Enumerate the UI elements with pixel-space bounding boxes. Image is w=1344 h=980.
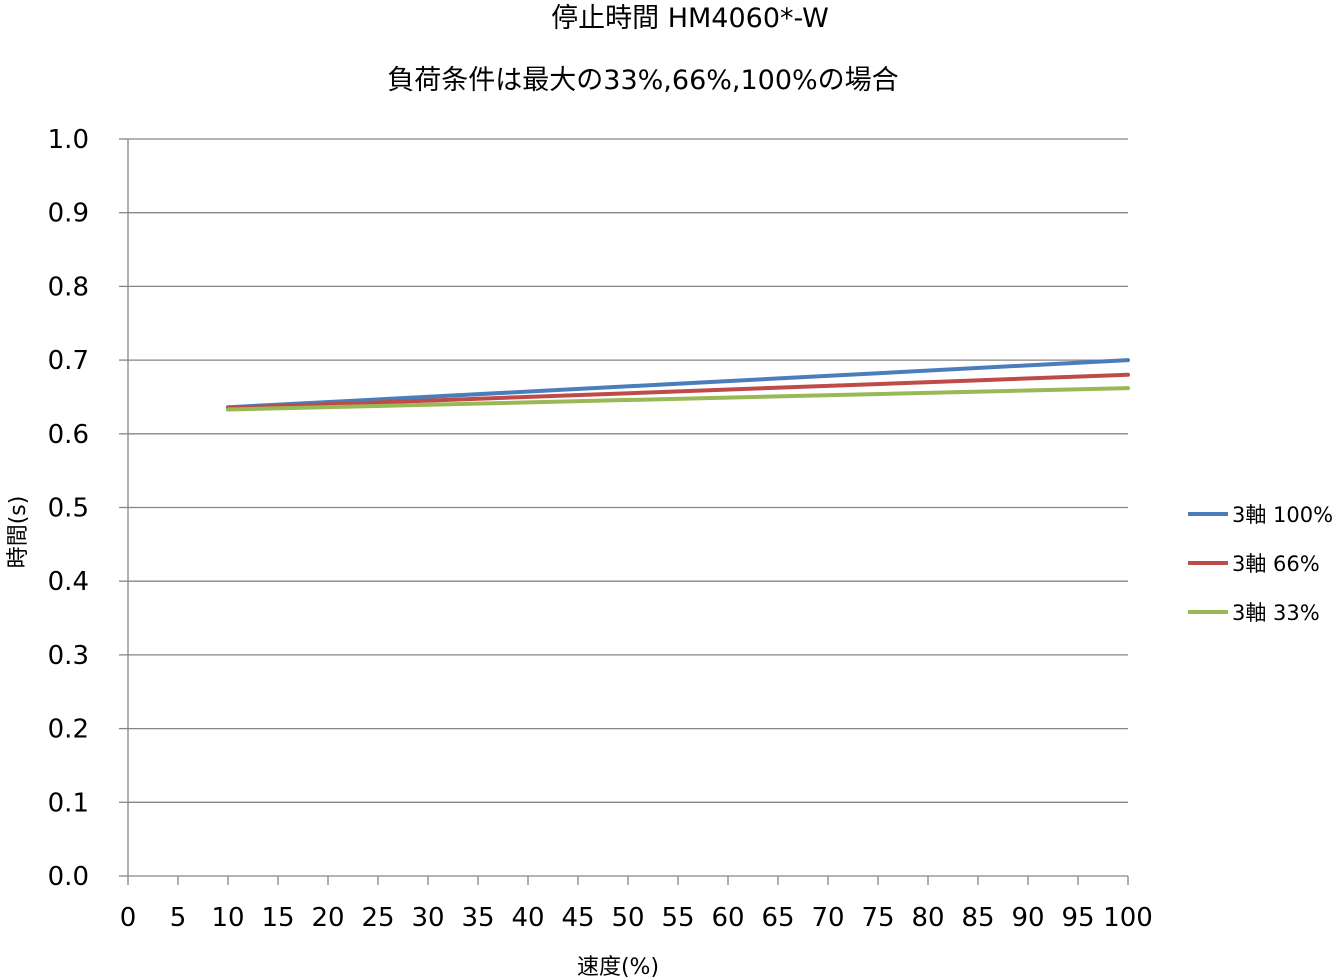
- legend-label-1: 3軸 66%: [1232, 552, 1320, 576]
- y-tick-label-0: 0.0: [48, 862, 89, 892]
- x-tick-label-16: 80: [911, 903, 944, 933]
- x-tick-label-3: 15: [261, 903, 294, 933]
- x-tick-label-20: 100: [1103, 903, 1153, 933]
- x-tick-label-0: 0: [120, 903, 137, 933]
- x-tick-label-6: 30: [411, 903, 444, 933]
- legend: 3軸 100% 3軸 66% 3軸 33%: [1188, 503, 1333, 625]
- x-tick-labels: 0 5 10 15 20 25 30 35 40 45 50 55 60 65 70 75 80 85 90 95 10…: [120, 903, 1153, 933]
- y-tick-label-5: 0.5: [48, 494, 89, 524]
- y-tick-label-4: 0.4: [48, 567, 89, 597]
- y-tick-label-9: 0.9: [48, 199, 89, 229]
- x-tick-label-19: 95: [1061, 903, 1094, 933]
- y-tick-label-7: 0.7: [48, 346, 89, 376]
- series-lines: [226, 358, 1130, 412]
- y-tick-label-6: 0.6: [48, 420, 89, 450]
- x-tick-label-4: 20: [311, 903, 344, 933]
- x-tick-label-2: 10: [211, 903, 244, 933]
- x-tick-label-15: 75: [861, 903, 894, 933]
- gridlines: [128, 138, 1128, 803]
- y-tick-label-2: 0.2: [48, 715, 89, 745]
- y-tick-label-10: 1.0: [48, 125, 89, 155]
- series-line-0: [226, 358, 1130, 410]
- x-tick-label-14: 70: [811, 903, 844, 933]
- y-tick-label-3: 0.3: [48, 641, 89, 671]
- y-tick-label-8: 0.8: [48, 272, 89, 302]
- x-tick-label-8: 40: [511, 903, 544, 933]
- x-tick-label-5: 25: [361, 903, 394, 933]
- y-tick-labels: 0.0 0.1 0.2 0.3 0.4 0.5 0.6 0.7 0.8 0.9 1.0: [48, 125, 89, 892]
- x-axis-label: 速度(%): [577, 955, 659, 980]
- legend-label-2: 3軸 33%: [1232, 601, 1320, 625]
- x-tick-label-12: 60: [711, 903, 744, 933]
- x-tick-label-18: 90: [1011, 903, 1044, 933]
- x-tick-label-7: 35: [461, 903, 494, 933]
- y-axis-label: 時間(s): [6, 496, 31, 569]
- y-tick-label-1: 0.1: [48, 788, 89, 818]
- chart-subtitle: 負荷条件は最大の33%,66%,100%の場合: [387, 65, 898, 96]
- x-tick-label-13: 65: [761, 903, 794, 933]
- x-tick-label-17: 85: [961, 903, 994, 933]
- x-tick-label-11: 55: [661, 903, 694, 933]
- x-tick-label-9: 45: [561, 903, 594, 933]
- chart-title: 停止時間 HM4060*-W: [551, 3, 829, 34]
- x-tick-label-10: 50: [611, 903, 644, 933]
- series-line-2: [226, 386, 1130, 412]
- legend-label-0: 3軸 100%: [1232, 503, 1333, 527]
- series-line-1: [226, 372, 1130, 410]
- axes: [119, 138, 1129, 885]
- x-tick-label-1: 5: [170, 903, 187, 933]
